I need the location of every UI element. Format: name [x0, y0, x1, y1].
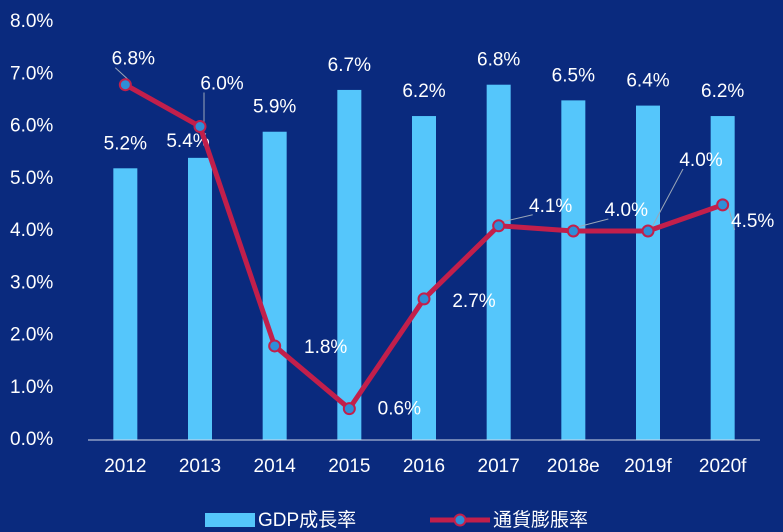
- bar: [337, 89, 362, 441]
- legend-label: 通貨膨脹率: [493, 509, 588, 531]
- leader-line: [577, 218, 609, 228]
- bar: [636, 105, 660, 440]
- y-tick-label: 5.0%: [10, 168, 53, 189]
- line-value-label: 4.0%: [605, 200, 648, 221]
- line-marker: [566, 224, 580, 238]
- bar-value-label: 6.8%: [477, 50, 520, 71]
- bar: [113, 168, 138, 441]
- line-value-label: 4.0%: [679, 150, 722, 171]
- y-tick-label: 0.0%: [10, 429, 53, 450]
- line-marker: [342, 402, 356, 416]
- y-tick-label: 3.0%: [10, 272, 53, 293]
- x-tick-label: 2013: [179, 456, 221, 477]
- bar: [710, 116, 735, 441]
- x-tick-label: 2017: [478, 456, 520, 477]
- bar-value-label: 5.9%: [253, 97, 296, 118]
- y-tick-label: 8.0%: [10, 11, 53, 32]
- x-tick-label: 2020f: [699, 456, 747, 477]
- bar: [561, 100, 586, 440]
- bar-value-label: 6.7%: [328, 55, 371, 76]
- legend-label: GDP成長率: [258, 509, 356, 531]
- line-value-label: 0.6%: [378, 399, 421, 420]
- y-tick-label: 6.0%: [10, 116, 53, 137]
- legend-swatch: [205, 513, 255, 527]
- x-tick-label: 2014: [254, 456, 297, 477]
- legend-marker: [453, 513, 467, 527]
- y-tick-label: 2.0%: [10, 325, 53, 346]
- line-value-label: 6.8%: [112, 49, 155, 70]
- x-tick-label: 2018e: [547, 456, 600, 477]
- bar-value-label: 5.4%: [166, 131, 209, 152]
- line-value-label: 4.1%: [529, 196, 572, 217]
- bar-value-label: 6.2%: [402, 81, 445, 102]
- leader-line: [651, 168, 684, 228]
- y-tick-label: 1.0%: [10, 377, 53, 398]
- x-tick-label: 2019f: [624, 456, 672, 477]
- line-value-label: 6.0%: [200, 74, 243, 95]
- leader-line: [502, 214, 533, 223]
- bar-value-label: 5.2%: [104, 133, 147, 154]
- line-value-label: 4.5%: [731, 211, 774, 232]
- bar-value-label: 6.5%: [552, 65, 595, 86]
- bar: [262, 131, 287, 440]
- bar-value-label: 6.4%: [626, 71, 669, 92]
- line-marker: [118, 78, 132, 92]
- line-marker: [716, 198, 730, 212]
- line-value-label: 2.7%: [452, 291, 495, 312]
- bar-value-label: 6.2%: [701, 81, 744, 102]
- line-marker: [641, 224, 655, 238]
- x-tick-label: 2012: [104, 456, 146, 477]
- line-marker: [193, 120, 207, 133]
- bar: [412, 116, 436, 441]
- line-marker: [417, 292, 431, 306]
- y-tick-label: 7.0%: [10, 63, 53, 84]
- line-marker: [268, 339, 282, 353]
- bar: [188, 157, 212, 440]
- y-tick-label: 4.0%: [10, 220, 53, 241]
- line-marker: [492, 219, 506, 233]
- bar: [486, 84, 511, 440]
- line-value-label: 1.8%: [304, 337, 347, 358]
- x-tick-label: 2016: [403, 456, 445, 477]
- x-tick-label: 2015: [328, 456, 370, 477]
